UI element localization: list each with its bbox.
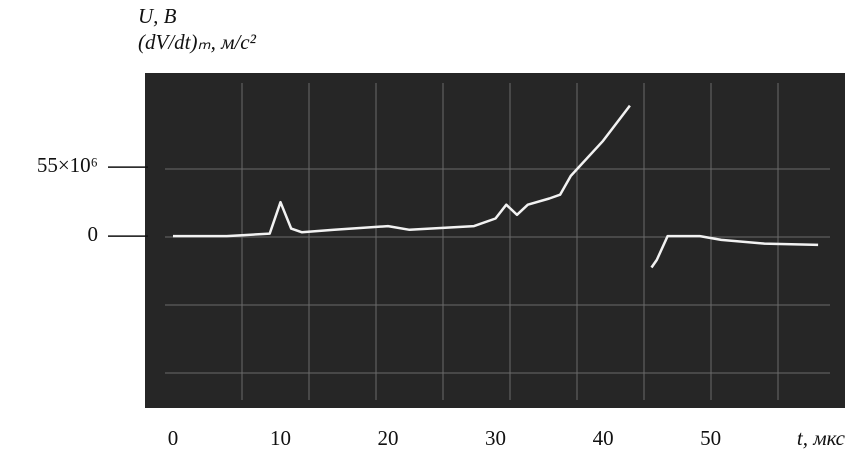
screen-grid	[165, 83, 830, 400]
x-tick-label: 50	[700, 426, 721, 450]
x-tick-label: 40	[593, 426, 614, 450]
x-tick-label: 0	[168, 426, 179, 450]
y-label-line2: (dV/dt)ₘ, м/с²	[138, 30, 257, 54]
x-tick-label: 10	[270, 426, 291, 450]
y-label-line1: U, В	[138, 4, 177, 28]
y-tick-label: 55×10⁶	[37, 153, 98, 177]
trace	[173, 104, 819, 269]
x-label: t, мкс	[797, 426, 846, 450]
x-tick-label: 20	[378, 426, 399, 450]
x-tick-label: 30	[485, 426, 506, 450]
y-tick-label: 0	[88, 222, 99, 246]
